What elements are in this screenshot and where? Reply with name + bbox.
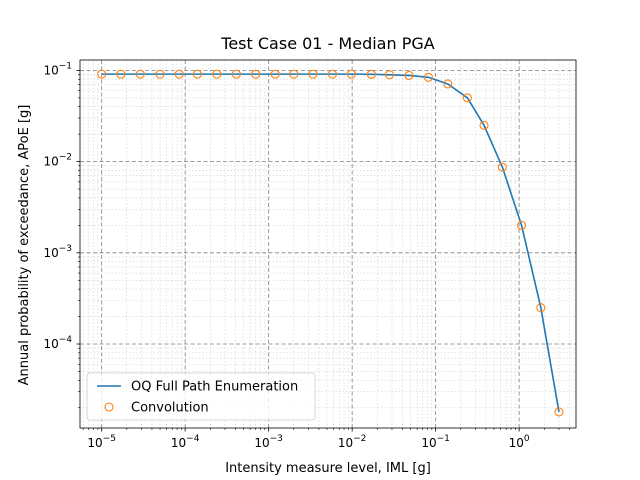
data-point-convolution xyxy=(97,69,107,79)
data-point-convolution xyxy=(479,120,489,130)
data-point-convolution xyxy=(135,69,145,79)
x-axis-label: Intensity measure level, IML [g] xyxy=(225,461,431,476)
data-point-convolution xyxy=(536,303,546,313)
legend-marker-swatch xyxy=(104,402,114,412)
data-point-convolution xyxy=(366,69,376,79)
y-axis-label: Annual probability of exceedance, APoE [… xyxy=(17,105,32,386)
x-tick-exponent: 0 xyxy=(524,434,530,444)
y-tick-exponent: −2 xyxy=(59,153,72,163)
data-point-convolution xyxy=(270,69,280,79)
y-tick-exponent: −1 xyxy=(59,61,72,71)
x-tick-exponent: −3 xyxy=(270,434,283,444)
series-layer xyxy=(97,69,564,417)
legend-entry-label: OQ Full Path Enumeration xyxy=(131,380,298,395)
x-tick-exponent: −1 xyxy=(437,434,450,444)
x-tick-exponent: −5 xyxy=(103,434,116,444)
data-point-convolution xyxy=(192,69,202,79)
data-point-convolution xyxy=(404,70,414,81)
data-point-convolution xyxy=(251,69,261,79)
x-tick-exponent: −4 xyxy=(186,434,200,444)
data-point-convolution xyxy=(116,69,126,79)
data-point-convolution xyxy=(174,69,184,79)
data-point-convolution xyxy=(289,69,299,79)
minor-grid xyxy=(80,60,576,428)
data-point-convolution xyxy=(212,69,222,79)
data-point-convolution xyxy=(155,69,165,79)
data-point-convolution xyxy=(497,162,507,172)
x-tick-exponent: −2 xyxy=(353,434,366,444)
chart-title: Test Case 01 - Median PGA xyxy=(220,34,434,53)
data-point-convolution xyxy=(346,69,356,79)
data-point-convolution xyxy=(462,93,472,103)
y-tick-exponent: −4 xyxy=(59,335,73,345)
data-point-convolution xyxy=(384,70,395,80)
y-tick-exponent: −3 xyxy=(59,244,72,254)
data-point-convolution xyxy=(443,79,453,89)
data-point-convolution xyxy=(231,69,241,79)
plot-frame xyxy=(79,59,577,429)
legend-box xyxy=(86,372,316,421)
data-point-convolution xyxy=(308,69,318,79)
data-point-convolution xyxy=(554,407,564,417)
data-point-convolution xyxy=(327,69,337,79)
data-point-convolution xyxy=(423,72,433,82)
legend: OQ Full Path Enumeration Convolution xyxy=(86,372,316,421)
data-point-convolution xyxy=(517,220,527,230)
legend-entry-label: Convolution xyxy=(131,401,209,416)
series-line-full-path-enumeration xyxy=(101,73,560,413)
major-grid xyxy=(80,60,576,428)
